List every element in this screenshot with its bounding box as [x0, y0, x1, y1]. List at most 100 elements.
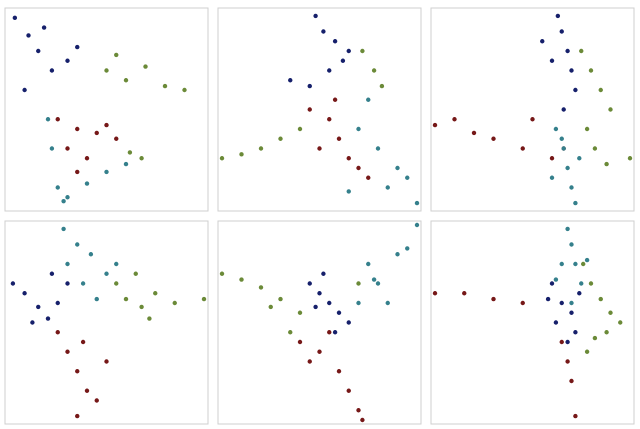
point	[573, 87, 578, 93]
point	[65, 146, 70, 151]
point	[75, 369, 80, 374]
point	[268, 304, 273, 310]
panel-frame	[217, 220, 422, 425]
point	[340, 58, 346, 63]
point	[104, 68, 109, 73]
point	[608, 107, 613, 112]
point	[153, 291, 158, 296]
point	[336, 369, 342, 374]
point	[379, 83, 385, 89]
point	[45, 117, 51, 122]
point	[573, 261, 578, 267]
point	[49, 146, 55, 151]
point	[604, 330, 609, 335]
point	[356, 165, 361, 171]
point	[327, 117, 332, 122]
point	[549, 281, 555, 286]
point	[321, 271, 326, 276]
point	[360, 417, 365, 423]
point	[61, 198, 66, 204]
point	[36, 48, 41, 54]
point	[307, 83, 312, 89]
point	[549, 175, 555, 180]
point	[84, 388, 90, 393]
point	[104, 122, 109, 128]
point	[55, 117, 60, 122]
point	[360, 48, 365, 54]
point	[94, 130, 99, 136]
point	[12, 15, 18, 21]
point	[313, 13, 318, 19]
point	[553, 126, 559, 132]
point	[588, 281, 594, 286]
point	[123, 161, 129, 167]
point	[317, 349, 322, 354]
point	[569, 310, 574, 315]
point	[346, 189, 351, 194]
point	[577, 156, 582, 161]
point	[278, 136, 283, 141]
point	[366, 261, 371, 267]
point	[565, 226, 570, 232]
point	[561, 107, 566, 112]
point	[573, 330, 578, 335]
point	[549, 58, 555, 63]
point	[471, 130, 477, 136]
point	[366, 175, 371, 180]
point	[104, 271, 109, 276]
point	[22, 87, 27, 93]
point	[45, 316, 51, 321]
point	[258, 285, 264, 290]
point	[55, 300, 60, 306]
point	[462, 291, 467, 296]
point	[584, 349, 590, 354]
point	[55, 330, 60, 335]
point	[491, 296, 496, 302]
point	[114, 261, 119, 267]
point	[332, 39, 338, 44]
point	[414, 200, 420, 206]
point	[133, 271, 138, 276]
point	[94, 296, 99, 302]
point	[573, 200, 578, 206]
point	[608, 310, 613, 315]
point	[559, 261, 564, 267]
point	[94, 398, 99, 403]
point	[75, 44, 80, 50]
point	[565, 359, 570, 364]
point	[61, 226, 66, 232]
point	[569, 185, 574, 190]
point	[336, 310, 342, 315]
point	[561, 146, 566, 151]
point	[395, 165, 400, 171]
point	[288, 78, 293, 83]
point	[559, 136, 564, 141]
point	[371, 277, 377, 282]
point	[65, 58, 70, 63]
point	[584, 257, 590, 263]
point	[22, 291, 27, 296]
point	[65, 261, 70, 267]
point	[520, 300, 525, 306]
point	[553, 320, 559, 325]
point	[588, 68, 594, 73]
point	[75, 126, 80, 132]
point	[565, 48, 570, 54]
point	[162, 83, 168, 89]
point	[356, 281, 361, 286]
point	[327, 68, 332, 73]
point	[346, 156, 351, 161]
point	[332, 330, 338, 335]
point	[395, 252, 400, 257]
point	[356, 300, 361, 306]
point	[569, 378, 574, 384]
point	[104, 169, 109, 175]
point	[336, 136, 342, 141]
point	[30, 320, 35, 325]
point	[172, 300, 177, 306]
point	[573, 413, 578, 419]
point	[414, 222, 420, 228]
point	[356, 408, 361, 413]
point	[346, 388, 351, 393]
point	[297, 310, 303, 315]
